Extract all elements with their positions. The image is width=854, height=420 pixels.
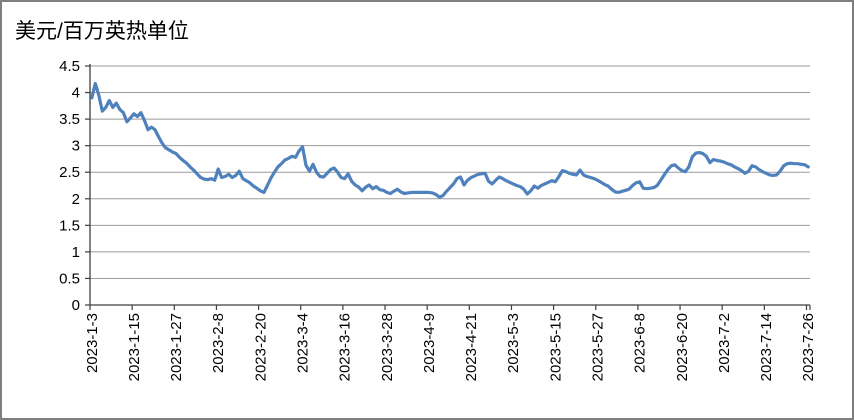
x-axis-label: 2023-1-3 bbox=[84, 313, 101, 373]
x-axis-label: 2023-1-27 bbox=[168, 313, 185, 381]
y-axis-label: 4.5 bbox=[59, 58, 80, 75]
x-axis-label: 2023-5-3 bbox=[505, 313, 522, 373]
x-axis-label: 2023-5-15 bbox=[547, 313, 564, 381]
x-axis-label: 2023-6-8 bbox=[632, 313, 649, 373]
y-axis-label: 1 bbox=[72, 244, 80, 261]
x-axis-label: 2023-7-14 bbox=[758, 313, 775, 381]
y-axis-label: 0.5 bbox=[59, 270, 80, 287]
y-axis-label: 2.5 bbox=[59, 164, 80, 181]
x-axis-label: 2023-7-2 bbox=[716, 313, 733, 373]
x-axis-label: 2023-3-28 bbox=[379, 313, 396, 381]
y-axis-label: 0 bbox=[72, 297, 80, 314]
x-axis-label: 2023-4-21 bbox=[463, 313, 480, 381]
y-axis-label: 3.5 bbox=[59, 111, 80, 128]
x-axis-label: 2023-3-4 bbox=[294, 313, 311, 373]
x-axis-label: 2023-6-20 bbox=[674, 313, 691, 381]
x-axis-label: 2023-7-26 bbox=[800, 313, 817, 381]
price-line bbox=[90, 81, 810, 199]
x-axis-label: 2023-2-8 bbox=[210, 313, 227, 373]
x-axis-label: 2023-1-15 bbox=[126, 313, 143, 381]
y-axis-label: 2 bbox=[72, 191, 80, 208]
x-axis-label: 2023-3-16 bbox=[337, 313, 354, 381]
y-axis-label: 4 bbox=[72, 85, 80, 102]
y-axis-label: 1.5 bbox=[59, 217, 80, 234]
x-axis-label: 2023-2-20 bbox=[252, 313, 269, 381]
y-axis-label: 3 bbox=[72, 138, 80, 155]
chart-title: 美元/百万英热单位 bbox=[15, 20, 189, 43]
x-axis-label: 2023-4-9 bbox=[421, 313, 438, 373]
x-axis-label: 2023-5-27 bbox=[590, 313, 607, 381]
